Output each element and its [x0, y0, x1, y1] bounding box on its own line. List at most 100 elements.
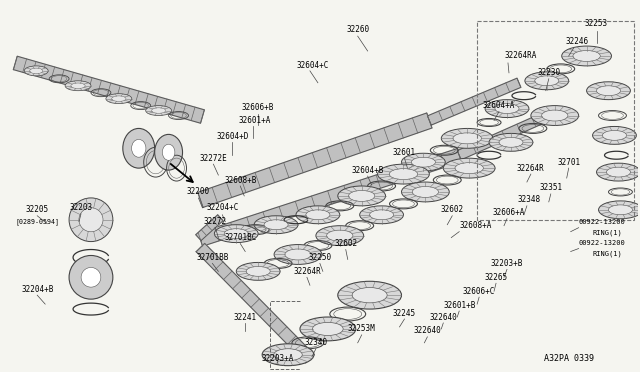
- Ellipse shape: [300, 317, 356, 341]
- Ellipse shape: [246, 266, 270, 276]
- Text: 32604+A: 32604+A: [483, 101, 515, 110]
- Ellipse shape: [274, 349, 302, 361]
- Text: 32230: 32230: [537, 68, 561, 77]
- Text: 32205: 32205: [26, 205, 49, 214]
- Text: A32PA 0339: A32PA 0339: [544, 354, 594, 363]
- Polygon shape: [457, 111, 551, 160]
- Polygon shape: [428, 78, 521, 125]
- Text: 32204+B: 32204+B: [21, 285, 53, 294]
- Text: 32241: 32241: [234, 312, 257, 321]
- Text: 32203+A: 32203+A: [262, 354, 294, 363]
- Text: 32604+C: 32604+C: [297, 61, 329, 70]
- Ellipse shape: [69, 198, 113, 241]
- Ellipse shape: [69, 256, 113, 299]
- Text: 32203+B: 32203+B: [491, 259, 523, 268]
- Text: 32265: 32265: [484, 273, 508, 282]
- Ellipse shape: [316, 226, 364, 246]
- Ellipse shape: [602, 131, 627, 140]
- Ellipse shape: [349, 190, 375, 201]
- Ellipse shape: [146, 106, 172, 116]
- Text: 32604+B: 32604+B: [351, 166, 384, 174]
- Ellipse shape: [224, 229, 248, 238]
- Text: 32701BB: 32701BB: [196, 253, 228, 262]
- Polygon shape: [196, 243, 314, 363]
- Text: 32701BC: 32701BC: [224, 233, 257, 242]
- Ellipse shape: [106, 94, 132, 104]
- Ellipse shape: [495, 104, 519, 113]
- Ellipse shape: [254, 216, 298, 234]
- Text: 32203: 32203: [70, 203, 93, 212]
- Ellipse shape: [296, 206, 340, 224]
- Ellipse shape: [587, 82, 630, 100]
- Text: 32601+B: 32601+B: [443, 301, 476, 310]
- Ellipse shape: [593, 126, 636, 144]
- Ellipse shape: [285, 249, 311, 260]
- Text: 32351: 32351: [540, 183, 563, 192]
- Ellipse shape: [79, 208, 103, 232]
- Ellipse shape: [499, 137, 523, 147]
- Ellipse shape: [163, 144, 175, 160]
- Ellipse shape: [455, 163, 483, 174]
- Ellipse shape: [596, 86, 621, 96]
- Text: 00922-13200: 00922-13200: [579, 219, 625, 225]
- Text: 32264R: 32264R: [517, 164, 545, 173]
- Ellipse shape: [389, 169, 418, 180]
- Text: RING(1): RING(1): [593, 230, 622, 236]
- Ellipse shape: [541, 110, 568, 121]
- Text: [0289-0594]: [0289-0594]: [15, 218, 60, 225]
- Ellipse shape: [525, 72, 569, 90]
- Ellipse shape: [453, 133, 481, 144]
- Ellipse shape: [71, 83, 85, 89]
- Text: 32608+B: 32608+B: [224, 176, 257, 185]
- Text: 32602: 32602: [334, 239, 357, 248]
- Text: 32246: 32246: [565, 36, 588, 46]
- Text: 32348: 32348: [517, 195, 540, 204]
- Text: 32606+A: 32606+A: [493, 208, 525, 217]
- Ellipse shape: [81, 267, 101, 287]
- Text: 32606+B: 32606+B: [242, 103, 275, 112]
- Ellipse shape: [598, 201, 640, 219]
- Text: 32253: 32253: [585, 19, 608, 28]
- Ellipse shape: [378, 164, 429, 184]
- Ellipse shape: [412, 186, 438, 198]
- Ellipse shape: [24, 66, 48, 76]
- Ellipse shape: [326, 230, 353, 241]
- Ellipse shape: [155, 134, 182, 170]
- Ellipse shape: [489, 134, 533, 151]
- Ellipse shape: [596, 163, 640, 181]
- Ellipse shape: [338, 281, 401, 309]
- Text: 32602: 32602: [441, 205, 464, 214]
- Polygon shape: [198, 149, 461, 246]
- Text: RING(1): RING(1): [593, 250, 622, 257]
- Ellipse shape: [338, 186, 385, 206]
- Ellipse shape: [312, 323, 343, 336]
- Ellipse shape: [444, 158, 495, 178]
- Text: 32340: 32340: [305, 338, 328, 347]
- Text: 32200: 32200: [187, 187, 210, 196]
- Ellipse shape: [274, 244, 322, 264]
- Ellipse shape: [214, 225, 258, 243]
- Text: 322640: 322640: [429, 312, 457, 321]
- Ellipse shape: [401, 182, 449, 202]
- Text: 32701: 32701: [557, 158, 580, 167]
- Ellipse shape: [29, 68, 43, 74]
- Ellipse shape: [123, 128, 155, 168]
- Text: 32272: 32272: [204, 217, 227, 226]
- Polygon shape: [198, 113, 432, 208]
- Text: 32272E: 32272E: [200, 154, 227, 163]
- Ellipse shape: [531, 106, 579, 125]
- Text: 32253M: 32253M: [348, 324, 376, 333]
- Polygon shape: [13, 56, 204, 123]
- Text: 32608+A: 32608+A: [460, 221, 492, 230]
- Ellipse shape: [442, 128, 493, 148]
- Ellipse shape: [152, 108, 166, 113]
- Text: 32601+A: 32601+A: [239, 116, 271, 125]
- Ellipse shape: [485, 100, 529, 118]
- Ellipse shape: [573, 51, 600, 61]
- Ellipse shape: [360, 206, 403, 224]
- Text: 32601: 32601: [393, 148, 416, 157]
- Ellipse shape: [112, 96, 126, 102]
- Text: 32250: 32250: [308, 253, 332, 262]
- Text: 32260: 32260: [346, 25, 369, 34]
- Ellipse shape: [401, 153, 445, 171]
